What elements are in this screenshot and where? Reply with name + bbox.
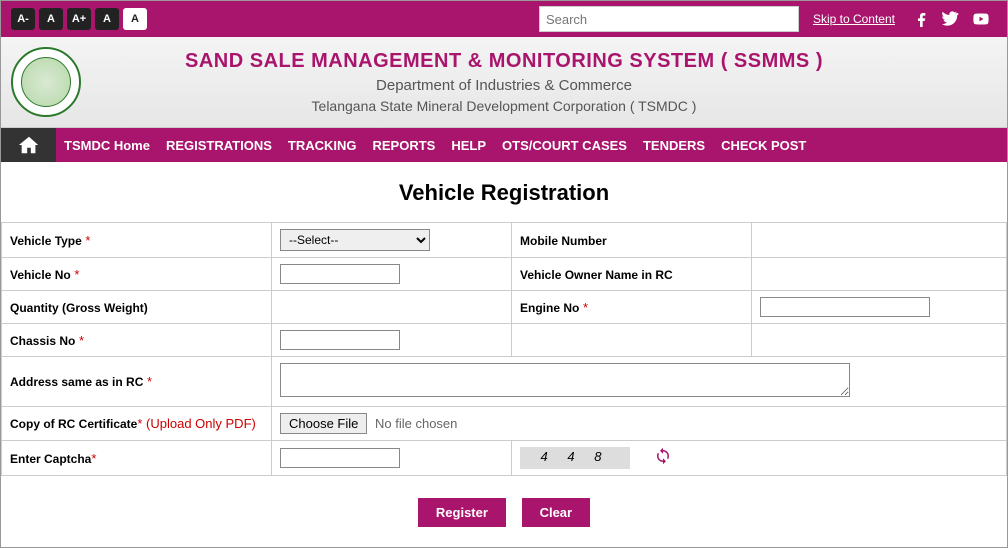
captcha-label: Enter Captcha — [10, 452, 91, 466]
system-title: SAND SALE MANAGEMENT & MONITORING SYSTEM… — [91, 50, 917, 73]
facebook-icon[interactable] — [914, 11, 930, 27]
font-contrast-button[interactable]: A — [95, 8, 119, 30]
youtube-icon[interactable] — [970, 11, 992, 27]
page-title: Vehicle Registration — [1, 180, 1007, 206]
vehicle-no-input[interactable] — [280, 264, 400, 284]
header: SAND SALE MANAGEMENT & MONITORING SYSTEM… — [1, 37, 1007, 128]
vehicle-type-label: Vehicle Type — [10, 234, 82, 248]
choose-file-button[interactable]: Choose File — [280, 413, 367, 434]
nav-reports[interactable]: REPORTS — [365, 138, 444, 153]
captcha-image: 4 4 8 — [520, 447, 630, 469]
file-status-text: No file chosen — [375, 416, 457, 431]
logo — [1, 47, 91, 117]
rc-upload-note: (Upload Only PDF) — [142, 416, 255, 431]
font-reset-button[interactable]: A — [123, 8, 147, 30]
font-normal-button[interactable]: A — [39, 8, 63, 30]
refresh-captcha-icon[interactable] — [654, 447, 672, 468]
captcha-input[interactable] — [280, 448, 400, 468]
mobile-number-label: Mobile Number — [520, 234, 607, 248]
chassis-no-label: Chassis No — [10, 334, 75, 348]
nav-tsmdc-home[interactable]: TSMDC Home — [56, 138, 158, 153]
nav-check-post[interactable]: CHECK POST — [713, 138, 814, 153]
corporation-name: Telangana State Mineral Development Corp… — [91, 98, 917, 114]
nav-tenders[interactable]: TENDERS — [635, 138, 713, 153]
twitter-icon[interactable] — [940, 11, 960, 27]
home-tab[interactable] — [1, 128, 56, 162]
nav-registrations[interactable]: REGISTRATIONS — [158, 138, 280, 153]
skip-to-content-link[interactable]: Skip to Content — [813, 12, 895, 26]
rc-cert-label: Copy of RC Certificate — [10, 417, 137, 431]
nav-tracking[interactable]: TRACKING — [280, 138, 365, 153]
vehicle-no-label: Vehicle No — [10, 268, 71, 282]
engine-no-label: Engine No — [520, 301, 579, 315]
nav-help[interactable]: HELP — [443, 138, 494, 153]
vehicle-type-select[interactable]: --Select-- — [280, 229, 430, 251]
address-input[interactable] — [280, 363, 850, 397]
home-icon — [18, 134, 40, 156]
department-name: Department of Industries & Commerce — [91, 77, 917, 94]
address-label: Address same as in RC — [10, 375, 143, 389]
topbar: A- A A+ A A Skip to Content — [1, 1, 1007, 37]
navbar: TSMDC Home REGISTRATIONS TRACKING REPORT… — [1, 128, 1007, 162]
registration-form: Vehicle Type * --Select-- Mobile Number … — [1, 222, 1007, 476]
font-decrease-button[interactable]: A- — [11, 8, 35, 30]
owner-name-label: Vehicle Owner Name in RC — [520, 268, 673, 282]
chassis-no-input[interactable] — [280, 330, 400, 350]
clear-button[interactable]: Clear — [522, 498, 591, 527]
register-button[interactable]: Register — [418, 498, 506, 527]
search-input[interactable] — [539, 6, 799, 32]
font-increase-button[interactable]: A+ — [67, 8, 91, 30]
quantity-label: Quantity (Gross Weight) — [10, 301, 148, 315]
engine-no-input[interactable] — [760, 297, 930, 317]
nav-ots-court[interactable]: OTS/COURT CASES — [494, 138, 635, 153]
